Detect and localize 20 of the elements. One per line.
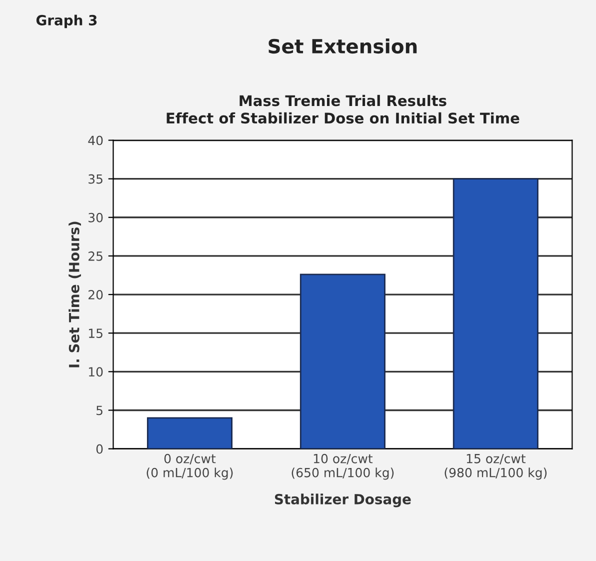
y-tick-label: 10 xyxy=(88,367,103,377)
y-tick-label: 25 xyxy=(88,251,102,261)
bar xyxy=(300,274,386,449)
y-tick-label: 35 xyxy=(88,174,102,184)
y-tick-label: 0 xyxy=(96,444,103,454)
y-tick-label: 20 xyxy=(88,290,103,300)
y-tick-label: 5 xyxy=(96,406,102,416)
x-tick-label: 15 oz/cwt (980 mL/100 kg) xyxy=(444,454,547,480)
y-axis-title: I. Set Time (Hours) xyxy=(68,222,81,368)
bar xyxy=(146,417,232,449)
y-tick-label: 30 xyxy=(88,212,103,222)
y-tick-label: 40 xyxy=(88,136,103,146)
caption: Graph 3 xyxy=(36,14,97,28)
y-tick-label: 15 xyxy=(88,328,102,338)
bar xyxy=(452,178,538,449)
x-tick-label: 0 oz/cwt (0 mL/100 kg) xyxy=(146,454,233,480)
chart-subtitle: Mass Tremie Trial Results Effect of Stabilizer Dose on Initial Set Time xyxy=(166,94,520,124)
x-tick-label: 10 oz/cwt (650 mL/100 kg) xyxy=(292,454,394,480)
chart-title: Set Extension xyxy=(268,38,417,54)
x-axis-title: Stabilizer Dosage xyxy=(274,494,411,508)
